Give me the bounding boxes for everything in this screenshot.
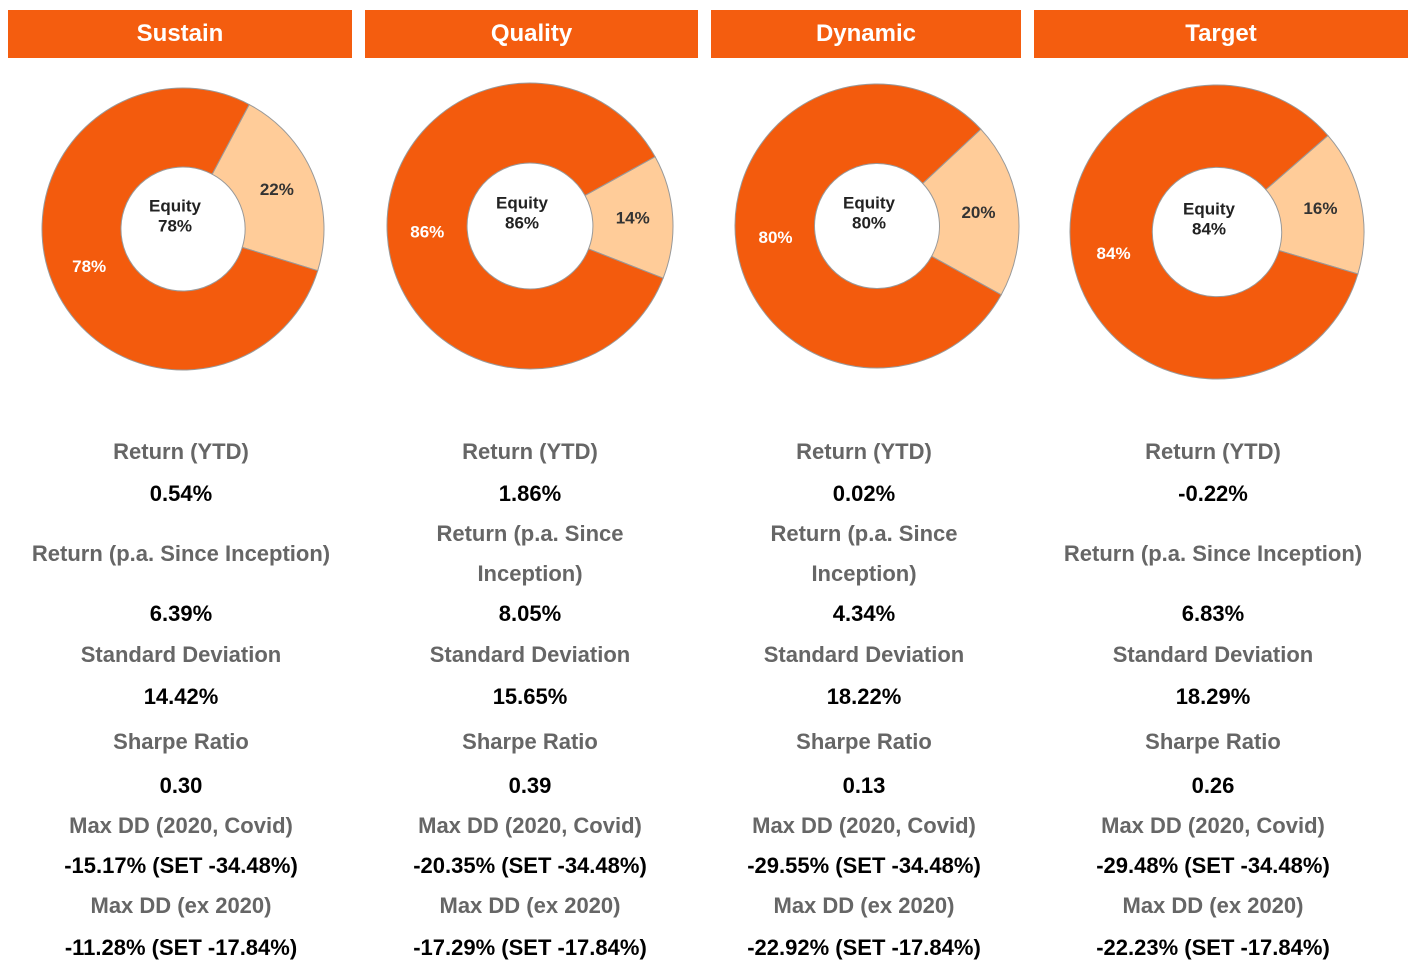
slice-label: 20% xyxy=(961,203,995,222)
slice xyxy=(921,128,1020,296)
center-label: Equity xyxy=(149,196,201,215)
center-label: Equity xyxy=(1183,199,1235,218)
stat-value: 0.13 xyxy=(842,773,886,798)
stat-label: Max DD (2020, Covid) xyxy=(752,813,976,838)
center-value: 78% xyxy=(158,216,192,235)
stat-value: 6.83% xyxy=(1181,601,1245,626)
stat-value: 4.34% xyxy=(832,601,896,626)
slice-label: 80% xyxy=(759,228,793,247)
panel-header: Quality xyxy=(365,10,698,58)
slice xyxy=(386,82,664,370)
stat-value: -17.29% (SET -17.84%) xyxy=(413,935,647,960)
panel-header: Dynamic xyxy=(711,10,1021,58)
stat-label: Standard Deviation xyxy=(1112,642,1314,667)
stat-label: Sharpe Ratio xyxy=(462,729,598,754)
slice xyxy=(41,87,319,371)
stat-label: Max DD (2020, Covid) xyxy=(69,813,293,838)
slice-label: 84% xyxy=(1097,244,1131,263)
stat-value: 0.54% xyxy=(149,481,213,506)
stat-value: 0.02% xyxy=(832,481,896,506)
slice xyxy=(211,103,325,272)
center-value: 80% xyxy=(852,213,886,232)
stat-value: 14.42% xyxy=(143,684,219,709)
stat-label: Max DD (ex 2020) xyxy=(90,893,272,918)
slice-label: 78% xyxy=(72,257,106,276)
slice-label: 86% xyxy=(410,222,444,241)
stat-label: Max DD (ex 2020) xyxy=(439,893,621,918)
stat-value: -11.28% (SET -17.84%) xyxy=(64,935,298,960)
panel-header: Sustain xyxy=(8,10,352,58)
stat-label: Max DD (2020, Covid) xyxy=(1101,813,1325,838)
stat-label: Sharpe Ratio xyxy=(796,729,932,754)
stat-value: 0.39 xyxy=(508,773,552,798)
stat-value: 8.05% xyxy=(498,601,562,626)
center-value: 86% xyxy=(505,213,539,232)
slice xyxy=(1069,84,1359,380)
stat-value: -29.48% (SET -34.48%) xyxy=(1096,853,1330,878)
stat-label: Sharpe Ratio xyxy=(113,729,249,754)
stat-value: 18.29% xyxy=(1175,684,1251,709)
stat-value: -20.35% (SET -34.48%) xyxy=(413,853,647,878)
slice-label: 16% xyxy=(1303,199,1337,218)
stat-label: Return (YTD) xyxy=(113,439,249,464)
center-label: Equity xyxy=(496,193,548,212)
stat-value: 15.65% xyxy=(492,684,568,709)
stat-value: 1.86% xyxy=(498,481,562,506)
stat-value: -22.23% (SET -17.84%) xyxy=(1096,935,1330,960)
stat-label: Standard Deviation xyxy=(80,642,282,667)
slice xyxy=(734,83,1002,369)
stat-label: Return (p.a. Since Inception) xyxy=(770,521,958,586)
stat-label: Standard Deviation xyxy=(763,642,965,667)
stat-label: Return (YTD) xyxy=(1145,439,1281,464)
stat-value: 18.22% xyxy=(826,684,902,709)
stat-label: Sharpe Ratio xyxy=(1145,729,1281,754)
stat-label: Standard Deviation xyxy=(429,642,631,667)
stat-value: 6.39% xyxy=(149,601,213,626)
stat-label: Return (YTD) xyxy=(462,439,598,464)
stat-value: -15.17% (SET -34.48%) xyxy=(64,853,298,878)
stat-value: -22.92% (SET -17.84%) xyxy=(747,935,981,960)
stat-value: 0.26 xyxy=(1191,773,1235,798)
stat-label: Max DD (2020, Covid) xyxy=(418,813,642,838)
center-label: Equity xyxy=(843,193,895,212)
stat-value: -0.22% xyxy=(1178,481,1248,506)
slice-label: 14% xyxy=(616,209,650,228)
stat-label: Return (p.a. Since Inception) xyxy=(31,541,331,566)
stat-label: Max DD (ex 2020) xyxy=(1122,893,1304,918)
center-value: 84% xyxy=(1192,219,1226,238)
stat-value: 0.30 xyxy=(159,773,203,798)
slice xyxy=(1265,134,1365,275)
stat-label: Max DD (ex 2020) xyxy=(773,893,955,918)
panel-header: Target xyxy=(1034,10,1408,58)
stat-label: Return (YTD) xyxy=(796,439,932,464)
stat-label: Return (p.a. Since Inception) xyxy=(1063,541,1363,566)
stat-label: Return (p.a. Since Inception) xyxy=(436,521,624,586)
slice-label: 22% xyxy=(260,180,294,199)
stat-value: -29.55% (SET -34.48%) xyxy=(747,853,981,878)
